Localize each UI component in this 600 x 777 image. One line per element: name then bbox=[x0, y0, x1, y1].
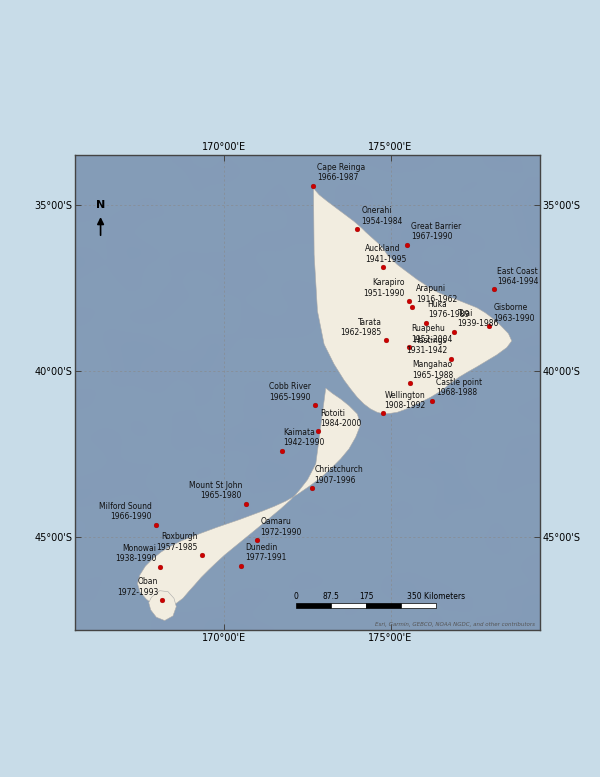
Text: Christchurch
1907-1996: Christchurch 1907-1996 bbox=[314, 465, 363, 485]
Text: Tarata
1962-1985: Tarata 1962-1985 bbox=[340, 318, 382, 337]
Text: Arapuni
1916-1962: Arapuni 1916-1962 bbox=[416, 284, 457, 304]
Text: Monowai
1938-1990: Monowai 1938-1990 bbox=[115, 544, 157, 563]
Text: Onerahi
1954-1984: Onerahi 1954-1984 bbox=[361, 206, 403, 225]
Text: Esri, Garmin, GEBCO, NOAA NGDC, and other contributors: Esri, Garmin, GEBCO, NOAA NGDC, and othe… bbox=[376, 622, 535, 628]
Text: Rotoiti
1984-2000: Rotoiti 1984-2000 bbox=[320, 409, 361, 428]
Text: Roxburgh
1957-1985: Roxburgh 1957-1985 bbox=[157, 532, 198, 552]
Text: Gisborne
1963-1990: Gisborne 1963-1990 bbox=[493, 303, 535, 322]
Text: 87.5: 87.5 bbox=[322, 592, 340, 601]
Polygon shape bbox=[149, 591, 176, 621]
Text: Huka
1976-1989: Huka 1976-1989 bbox=[428, 300, 469, 319]
Text: 175: 175 bbox=[359, 592, 373, 601]
Text: Kaimata
1942-1990: Kaimata 1942-1990 bbox=[283, 428, 325, 448]
Text: 350 Kilometers: 350 Kilometers bbox=[407, 592, 465, 601]
Text: Great Barrier
1967-1990: Great Barrier 1967-1990 bbox=[411, 222, 461, 242]
Text: Oamaru
1972-1990: Oamaru 1972-1990 bbox=[260, 517, 302, 537]
Text: Castle point
1968-1988: Castle point 1968-1988 bbox=[436, 378, 482, 397]
Text: East Coast
1964-1994: East Coast 1964-1994 bbox=[497, 267, 539, 286]
Text: Cape Reinga
1966-1987: Cape Reinga 1966-1987 bbox=[317, 163, 366, 183]
Text: Auckland
1941-1995: Auckland 1941-1995 bbox=[365, 244, 406, 263]
Text: Oban
1972-1993: Oban 1972-1993 bbox=[117, 577, 158, 597]
Text: Mount St John
1965-1980: Mount St John 1965-1980 bbox=[188, 481, 242, 500]
Text: Mangahao
1965-1988: Mangahao 1965-1988 bbox=[412, 361, 454, 380]
Text: Hastings
1931-1942: Hastings 1931-1942 bbox=[406, 336, 448, 355]
Text: N: N bbox=[96, 200, 105, 211]
FancyBboxPatch shape bbox=[296, 603, 331, 608]
Text: Dunedin
1977-1991: Dunedin 1977-1991 bbox=[245, 543, 286, 563]
FancyBboxPatch shape bbox=[331, 603, 366, 608]
FancyBboxPatch shape bbox=[401, 603, 436, 608]
Text: Milford Sound
1966-1990: Milford Sound 1966-1990 bbox=[99, 502, 152, 521]
Polygon shape bbox=[313, 186, 512, 414]
Text: Wellington
1908-1992: Wellington 1908-1992 bbox=[385, 391, 426, 410]
Text: Karapiro
1951-1990: Karapiro 1951-1990 bbox=[364, 278, 405, 298]
Text: Cobb River
1965-1990: Cobb River 1965-1990 bbox=[269, 382, 311, 402]
FancyBboxPatch shape bbox=[366, 603, 401, 608]
Polygon shape bbox=[137, 388, 361, 608]
Text: 0: 0 bbox=[293, 592, 298, 601]
Text: Ruapehu
1952-2004: Ruapehu 1952-2004 bbox=[411, 324, 452, 343]
Text: Tuai
1939-1986: Tuai 1939-1986 bbox=[458, 309, 499, 328]
